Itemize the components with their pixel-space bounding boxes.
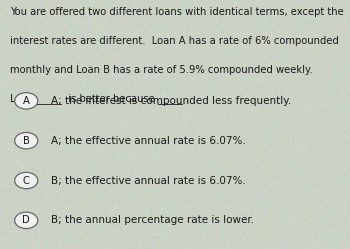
Text: B: B <box>23 136 30 146</box>
Text: D: D <box>22 215 30 225</box>
Text: B; the annual percentage rate is lower.: B; the annual percentage rate is lower. <box>51 215 254 225</box>
Text: C: C <box>23 176 30 186</box>
Circle shape <box>15 172 38 189</box>
Text: A: A <box>23 96 30 106</box>
Text: A; the effective annual rate is 6.07%.: A; the effective annual rate is 6.07%. <box>51 136 245 146</box>
Text: monthly and Loan B has a rate of 5.9% compounded weekly.: monthly and Loan B has a rate of 5.9% co… <box>10 65 313 75</box>
Text: A; the interest is compounded less frequently.: A; the interest is compounded less frequ… <box>51 96 291 106</box>
Text: Loan _____  is better because _____ .: Loan _____ is better because _____ . <box>10 93 190 104</box>
Text: You are offered two different loans with identical terms, except the: You are offered two different loans with… <box>10 7 344 17</box>
Circle shape <box>15 212 38 229</box>
Circle shape <box>15 93 38 109</box>
Text: interest rates are different.  Loan A has a rate of 6% compounded: interest rates are different. Loan A has… <box>10 36 340 46</box>
Circle shape <box>15 132 38 149</box>
Text: B; the effective annual rate is 6.07%.: B; the effective annual rate is 6.07%. <box>51 176 245 186</box>
